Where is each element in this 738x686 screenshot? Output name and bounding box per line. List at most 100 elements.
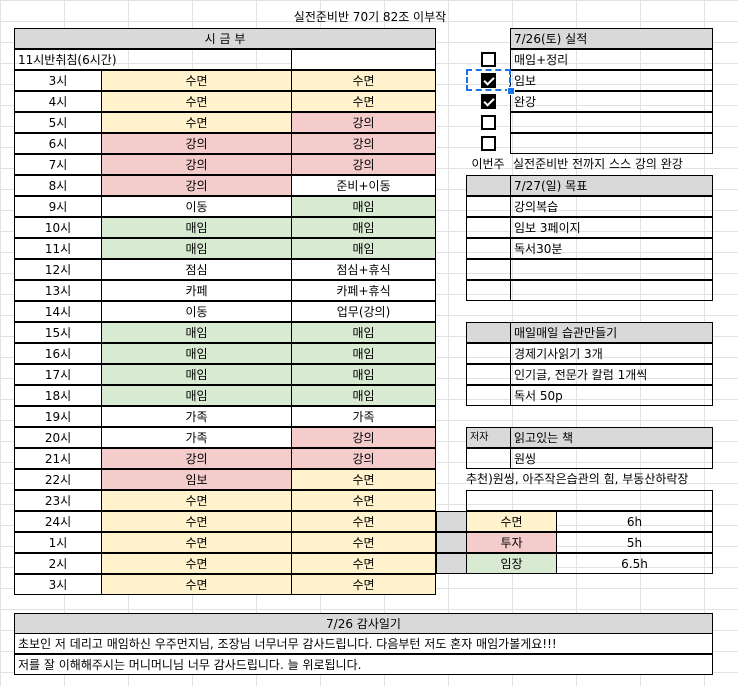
schedule-cell-b[interactable]: 가족 (291, 406, 436, 427)
time-cell[interactable]: 12시 (14, 259, 102, 280)
result-item[interactable] (510, 133, 713, 154)
goal-header[interactable]: 7/27(일) 목표 (510, 175, 713, 196)
checkbox-cell[interactable] (466, 133, 511, 154)
schedule-cell-a[interactable]: 강의 (101, 133, 292, 154)
gratitude-line-2[interactable]: 저를 잘 이해해주시는 머니머니님 너무 감사드립니다. 늘 위로됩니다. (14, 654, 713, 675)
schedule-header[interactable]: 시 금 부 (14, 28, 436, 49)
time-cell[interactable]: 22시 (14, 469, 102, 490)
schedule-cell-a[interactable]: 수면 (101, 112, 292, 133)
schedule-cell-b[interactable]: 강의 (291, 112, 436, 133)
schedule-cell-a[interactable]: 매임 (101, 364, 292, 385)
author-label[interactable]: 저자 (466, 427, 511, 448)
schedule-cell-a[interactable]: 수면 (101, 511, 292, 532)
habit-left-empty[interactable] (466, 364, 511, 385)
habit-item[interactable]: 경제기사읽기 3개 (510, 343, 713, 364)
time-cell[interactable]: 4시 (14, 91, 102, 112)
sleep-note-empty[interactable] (291, 49, 436, 70)
schedule-cell-a[interactable]: 가족 (101, 406, 292, 427)
checkbox-cell[interactable] (466, 49, 511, 70)
time-cell[interactable]: 5시 (14, 112, 102, 133)
time-cell[interactable]: 14시 (14, 301, 102, 322)
time-cell[interactable]: 8시 (14, 175, 102, 196)
schedule-cell-a[interactable]: 수면 (101, 490, 292, 511)
summary-value[interactable]: 6.5h (556, 553, 713, 574)
time-cell[interactable]: 23시 (14, 490, 102, 511)
summary-value[interactable]: 6h (556, 511, 713, 532)
schedule-cell-a[interactable]: 매임 (101, 343, 292, 364)
time-cell[interactable]: 13시 (14, 280, 102, 301)
goal-left-empty[interactable] (466, 259, 511, 280)
time-cell[interactable]: 6시 (14, 133, 102, 154)
schedule-cell-a[interactable]: 수면 (101, 574, 292, 595)
time-cell[interactable]: 19시 (14, 406, 102, 427)
schedule-cell-a[interactable]: 매임 (101, 217, 292, 238)
time-cell[interactable]: 15시 (14, 322, 102, 343)
checkbox-cell[interactable] (466, 70, 511, 91)
goal-item[interactable] (510, 259, 713, 280)
result-item[interactable]: 완강 (510, 91, 713, 112)
schedule-cell-b[interactable]: 매임 (291, 322, 436, 343)
habit-item[interactable]: 독서 50p (510, 385, 713, 406)
checkbox-checked[interactable] (481, 94, 496, 109)
goal-left-empty[interactable] (466, 238, 511, 259)
schedule-cell-a[interactable]: 수면 (101, 91, 292, 112)
schedule-cell-a[interactable]: 가족 (101, 427, 292, 448)
time-cell[interactable]: 24시 (14, 511, 102, 532)
schedule-cell-b[interactable]: 매임 (291, 238, 436, 259)
schedule-cell-a[interactable]: 강의 (101, 154, 292, 175)
gratitude-header[interactable]: 7/26 감사일기 (14, 613, 713, 634)
schedule-cell-a[interactable]: 수면 (101, 532, 292, 553)
gratitude-line-1[interactable]: 초보인 저 데리고 매임하신 우주먼지님, 조장님 너무너무 감사드립니다. 다… (14, 633, 713, 654)
schedule-cell-b[interactable]: 매임 (291, 364, 436, 385)
time-cell[interactable]: 18시 (14, 385, 102, 406)
schedule-cell-a[interactable]: 카페 (101, 280, 292, 301)
schedule-cell-b[interactable]: 강의 (291, 427, 436, 448)
this-week-value[interactable]: 실전준비반 전까지 스스 강의 완강 (513, 157, 683, 171)
schedule-cell-a[interactable]: 임보 (101, 469, 292, 490)
schedule-cell-b[interactable]: 매임 (291, 217, 436, 238)
summary-label[interactable]: 임장 (466, 553, 557, 574)
time-cell[interactable]: 16시 (14, 343, 102, 364)
habit-left-empty[interactable] (466, 343, 511, 364)
schedule-cell-a[interactable]: 이동 (101, 196, 292, 217)
goal-item[interactable]: 강의복습 (510, 196, 713, 217)
schedule-cell-b[interactable]: 카페+휴식 (291, 280, 436, 301)
goal-left-empty[interactable] (466, 217, 511, 238)
schedule-cell-b[interactable]: 강의 (291, 448, 436, 469)
schedule-cell-b[interactable]: 수면 (291, 469, 436, 490)
schedule-cell-b[interactable]: 수면 (291, 553, 436, 574)
selection-handle[interactable] (507, 87, 515, 95)
schedule-cell-b[interactable]: 수면 (291, 574, 436, 595)
schedule-cell-b[interactable]: 매임 (291, 196, 436, 217)
goal-item[interactable]: 임보 3페이지 (510, 217, 713, 238)
schedule-cell-b[interactable]: 수면 (291, 91, 436, 112)
habit-header-left[interactable] (466, 322, 511, 343)
schedule-cell-a[interactable]: 강의 (101, 448, 292, 469)
checkbox-checked[interactable] (481, 73, 496, 88)
schedule-cell-a[interactable]: 매임 (101, 385, 292, 406)
time-cell[interactable]: 21시 (14, 448, 102, 469)
result-item[interactable]: 임보 (510, 70, 713, 91)
schedule-cell-b[interactable]: 업무(강의) (291, 301, 436, 322)
goal-left-empty[interactable] (466, 196, 511, 217)
checkbox-cell[interactable] (466, 91, 511, 112)
summary-blank-row[interactable] (466, 490, 713, 511)
schedule-cell-a[interactable]: 수면 (101, 70, 292, 91)
sleep-note[interactable]: 11시반취침(6시간) (14, 49, 292, 70)
checkbox-unchecked[interactable] (481, 115, 496, 130)
result-item[interactable] (510, 112, 713, 133)
schedule-cell-b[interactable]: 강의 (291, 154, 436, 175)
schedule-cell-b[interactable]: 수면 (291, 490, 436, 511)
schedule-cell-a[interactable]: 강의 (101, 175, 292, 196)
goal-header-left[interactable] (466, 175, 511, 196)
time-cell[interactable]: 9시 (14, 196, 102, 217)
time-cell[interactable]: 3시 (14, 70, 102, 91)
checkbox-unchecked[interactable] (481, 136, 496, 151)
book-value[interactable]: 원씽 (510, 448, 713, 469)
schedule-cell-b[interactable]: 강의 (291, 133, 436, 154)
book-header[interactable]: 읽고있는 책 (510, 427, 713, 448)
time-cell[interactable]: 11시 (14, 238, 102, 259)
schedule-cell-b[interactable]: 수면 (291, 532, 436, 553)
summary-label[interactable]: 투자 (466, 532, 557, 553)
goal-item[interactable] (510, 280, 713, 301)
